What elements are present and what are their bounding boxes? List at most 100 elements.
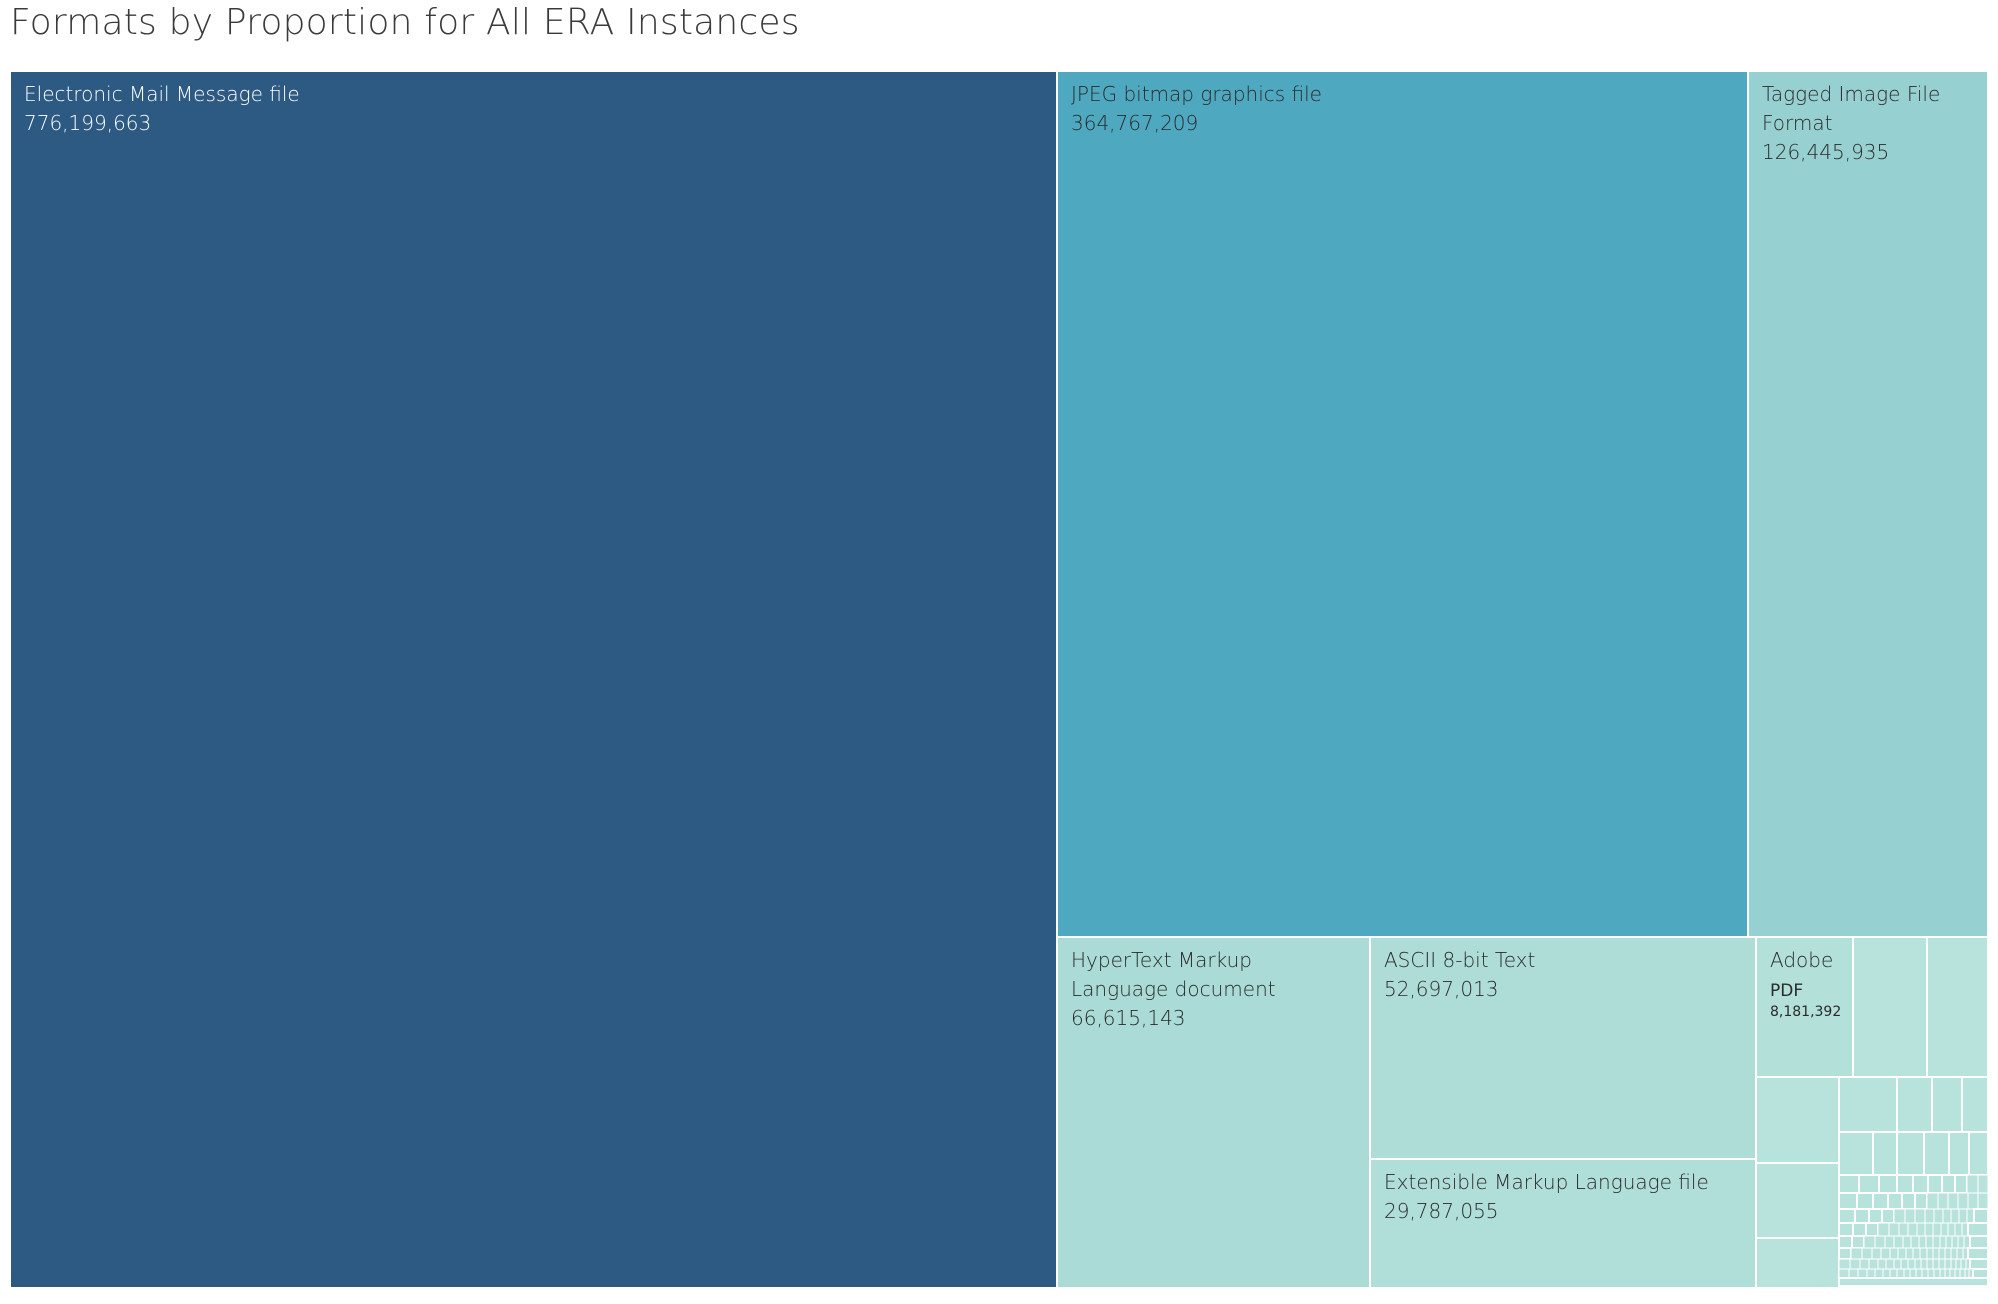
treemap-small-tile xyxy=(1939,1235,1947,1249)
treemap-small-tile xyxy=(1838,1277,1989,1287)
treemap-small-tile xyxy=(1838,1174,1860,1194)
treemap-small-tile xyxy=(1849,1258,1861,1270)
treemap-tile-6: Adobe PDF 8,181,392 xyxy=(1755,936,1854,1078)
treemap-small-tile xyxy=(1939,1268,1946,1279)
treemap-small-tile xyxy=(1868,1208,1883,1224)
treemap-name-label: JPEG bitmap graphics file xyxy=(1071,82,1322,106)
treemap-small-tile xyxy=(1907,1258,1916,1270)
treemap-value-label: 66,615,143 xyxy=(1071,1006,1186,1030)
treemap-small-tile xyxy=(1947,1222,1956,1237)
treemap-tile-rect xyxy=(1056,936,1371,1289)
treemap-small-tile xyxy=(1893,1235,1904,1249)
treemap-small-tile xyxy=(1859,1258,1870,1270)
treemap-small-tile xyxy=(1927,1174,1943,1194)
treemap-small-tile xyxy=(1967,1247,1989,1260)
treemap-tile-0: Electronic Mail Message file 776,199,663 xyxy=(9,70,1058,1289)
treemap-small-tile xyxy=(1960,1258,1967,1270)
treemap-name-label: Extensible Markup Language file xyxy=(1384,1170,1709,1194)
treemap-small-tile xyxy=(1927,1268,1935,1279)
treemap-small-tile xyxy=(1852,1222,1867,1237)
treemap-tile-4: ASCII 8-bit Text 52,697,013 xyxy=(1369,936,1757,1160)
treemap-small-tile xyxy=(1896,1076,1933,1133)
treemap-small-tile xyxy=(1880,1247,1891,1260)
treemap-small-tile xyxy=(1903,1268,1911,1279)
treemap-small-tile xyxy=(1918,1235,1927,1249)
treemap-small-tile xyxy=(1912,1247,1921,1260)
treemap-small-tile xyxy=(1898,1222,1909,1237)
treemap-small-tile xyxy=(1912,1174,1929,1194)
treemap-small-tile xyxy=(1900,1258,1909,1270)
treemap-small-tile xyxy=(1914,1192,1928,1210)
treemap-small-tile xyxy=(1905,1247,1914,1260)
treemap-name-label: Format xyxy=(1762,111,1832,135)
treemap-small-tile xyxy=(1877,1258,1887,1270)
treemap-small-tile xyxy=(1969,1258,1989,1270)
treemap-small-tile xyxy=(1961,1076,1989,1133)
treemap-small-tile xyxy=(1755,1076,1840,1164)
treemap-small-tile xyxy=(1893,1258,1902,1270)
treemap-small-tile xyxy=(1967,1192,1979,1210)
treemap-tile-rect xyxy=(1369,936,1757,1160)
treemap-tile-rect xyxy=(9,70,1058,1289)
treemap-small-tile xyxy=(1848,1268,1859,1279)
treemap-small-tile xyxy=(1910,1235,1920,1249)
treemap-small-tile xyxy=(1926,936,1989,1078)
treemap-name-label: ASCII 8-bit Text xyxy=(1384,948,1535,972)
treemap-small-tile xyxy=(1866,1268,1876,1279)
treemap-small-tile xyxy=(1909,1268,1917,1279)
treemap-small-tile xyxy=(1877,1222,1890,1237)
treemap-value-label: 29,787,055 xyxy=(1384,1199,1499,1223)
treemap-small-tile xyxy=(1967,1222,1989,1237)
treemap-tile-2: Tagged Image File Format 126,445,935 xyxy=(1747,70,1989,938)
treemap-tile-rect xyxy=(1747,70,1989,938)
treemap-small-tile xyxy=(1972,1268,1989,1279)
treemap-small-tile xyxy=(1863,1235,1876,1249)
treemap-small-tile xyxy=(1924,1208,1935,1224)
treemap-small-tile xyxy=(1872,1131,1898,1176)
treemap-name-label: Electronic Mail Message file xyxy=(24,82,300,106)
treemap-small-tile xyxy=(1874,1235,1886,1249)
treemap-small-tile xyxy=(1852,936,1928,1078)
treemap-small-tile xyxy=(1926,1247,1934,1260)
treemap-tile-rect xyxy=(1369,1158,1757,1289)
treemap-small-tile xyxy=(1949,1268,1956,1279)
treemap-small-tile xyxy=(1921,1268,1929,1279)
treemap-small-tile xyxy=(1937,1192,1949,1210)
treemap-small-tile xyxy=(1957,1192,1969,1210)
treemap-small-tile xyxy=(1902,1235,1912,1249)
treemap-small-tile xyxy=(1950,1208,1960,1224)
treemap-small-tile xyxy=(1897,1247,1907,1260)
treemap-name-label: HyperText Markup xyxy=(1071,948,1252,972)
treemap-small-tile xyxy=(1966,1208,1975,1224)
treemap-small-tile xyxy=(1850,1247,1863,1260)
treemap-small-tile xyxy=(1958,1208,1968,1224)
treemap-small-tile xyxy=(1838,1235,1853,1249)
treemap-small-tile xyxy=(1893,1208,1906,1224)
treemap-value-label: 8,181,392 xyxy=(1770,1004,1841,1020)
treemap-small-tile xyxy=(1950,1247,1958,1260)
treemap-small-tile xyxy=(1948,1131,1970,1176)
treemap-small-tile xyxy=(1977,1174,1989,1194)
treemap-tile-rect xyxy=(1056,70,1749,938)
treemap-small-tile xyxy=(1944,1268,1951,1279)
treemap-small-tile xyxy=(1920,1258,1928,1270)
treemap-small-tile xyxy=(1954,1222,1963,1237)
treemap-small-tile xyxy=(1938,1247,1946,1260)
treemap-small-tile xyxy=(1858,1174,1880,1194)
treemap-name-label: Tagged Image File xyxy=(1762,82,1940,106)
treemap-small-tile xyxy=(1931,1076,1963,1133)
treemap-small-tile xyxy=(1954,1174,1968,1194)
treemap-small-tile xyxy=(1904,1208,1916,1224)
treemap-tile-5: Extensible Markup Language file 29,787,05… xyxy=(1369,1158,1757,1289)
treemap-small-tile xyxy=(1857,1268,1868,1279)
chart-title: Formats by Proportion for All ERA Instan… xyxy=(10,2,800,43)
treemap-small-tile xyxy=(1882,1268,1891,1279)
treemap-small-tile xyxy=(1889,1268,1898,1279)
treemap-small-tile xyxy=(1838,1208,1856,1224)
treemap-small-tile xyxy=(1838,1076,1898,1133)
treemap-small-tile xyxy=(1932,1222,1942,1237)
treemap-small-tile xyxy=(1868,1258,1879,1270)
treemap-value-label: 364,767,209 xyxy=(1071,111,1198,135)
treemap-small-tile xyxy=(1969,1235,1989,1249)
